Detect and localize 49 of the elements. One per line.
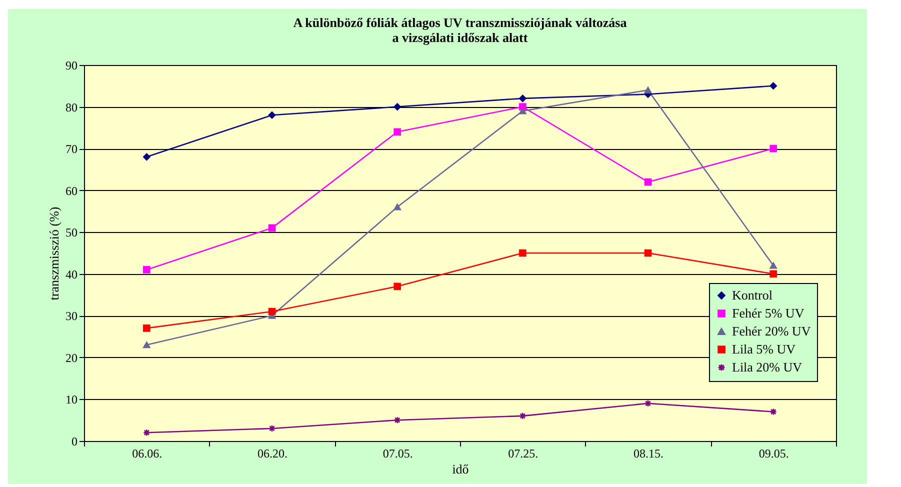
- y-tick-label: 30: [66, 309, 78, 324]
- y-tick-label: 10: [66, 392, 78, 407]
- point: [770, 262, 777, 269]
- y-tick-label: 90: [66, 58, 78, 72]
- point: [143, 342, 150, 348]
- point: [770, 270, 777, 278]
- x-tick-label: 07.25.: [508, 446, 538, 460]
- point: [143, 153, 150, 161]
- point: [519, 94, 526, 102]
- point: [519, 412, 526, 420]
- y-tick-label: 50: [66, 226, 78, 240]
- point: [519, 108, 526, 114]
- x-tick-label: 09.05.: [758, 446, 789, 460]
- point: [143, 266, 150, 274]
- y-tick-label: 70: [66, 142, 78, 156]
- point: [770, 144, 777, 152]
- y-tick-label: 0: [72, 434, 78, 448]
- chart-title: A különböző fóliák átlagos UV transzmissziójának változása a vizsgálati időszak alatt: [293, 15, 628, 45]
- point: [519, 249, 526, 257]
- point: [394, 282, 401, 290]
- legend-label: Fehér 5% UV: [732, 306, 805, 320]
- legend-label: Kontrol: [732, 288, 773, 302]
- point: [268, 111, 276, 119]
- point: [268, 424, 276, 432]
- point: [394, 128, 401, 136]
- y-axis-title: transzmisszió (%): [46, 206, 62, 300]
- y-tick-label: 80: [66, 100, 78, 114]
- point: [268, 224, 276, 232]
- point: [394, 204, 401, 210]
- point: [644, 178, 652, 186]
- point: [394, 103, 401, 110]
- point: [394, 416, 401, 424]
- point: [143, 324, 150, 332]
- point: [644, 249, 652, 257]
- point: [770, 82, 777, 90]
- x-tick-label: 07.05.: [382, 446, 413, 460]
- point: [268, 308, 276, 316]
- x-tick-label: 06.20.: [258, 446, 288, 460]
- legend-label: Lila 5% UV: [732, 342, 796, 356]
- x-tick-label: 08.15.: [634, 446, 664, 460]
- y-tick-label: 20: [66, 350, 78, 365]
- point: [644, 86, 652, 94]
- y-tick-label: 40: [66, 267, 78, 282]
- x-axis-title: idő: [452, 462, 469, 476]
- y-tick-label: 60: [66, 184, 78, 198]
- legend-label: Fehér 20% UV: [732, 324, 812, 338]
- x-tick-label: 06.06.: [132, 446, 162, 460]
- point: [644, 400, 652, 408]
- legend-label: Lila 20% UV: [732, 360, 803, 374]
